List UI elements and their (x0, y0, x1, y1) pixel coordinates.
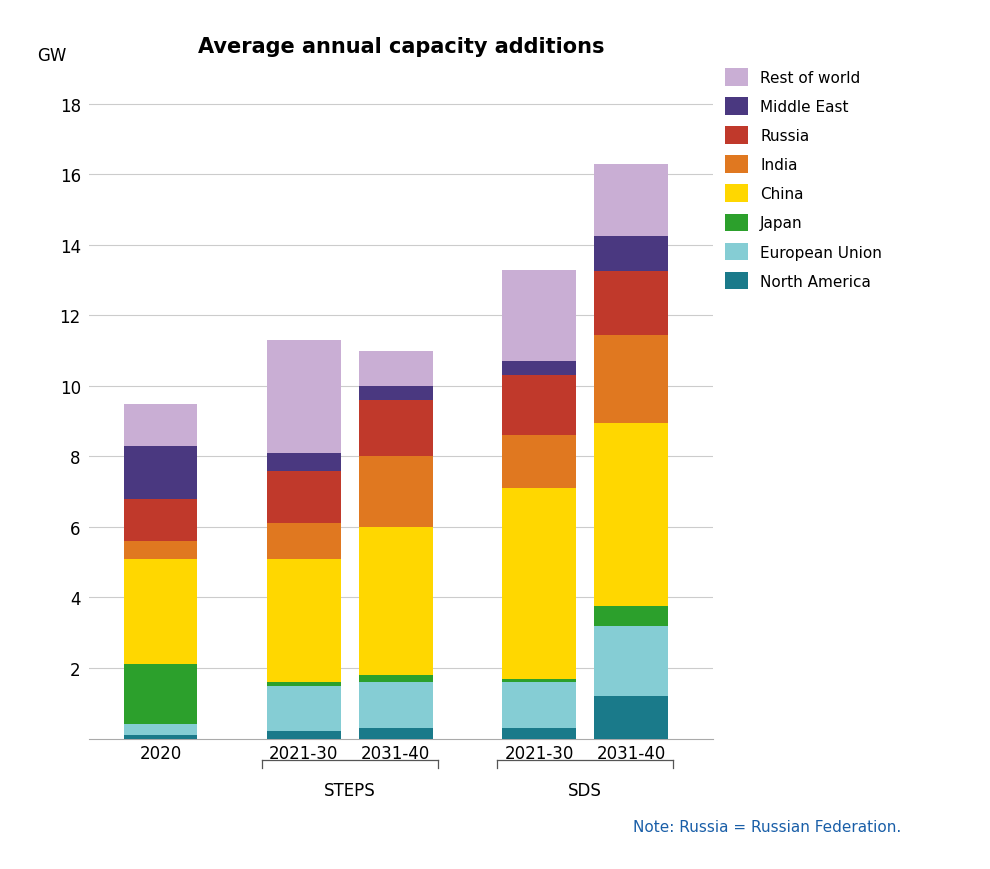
Text: SDS: SDS (568, 781, 602, 799)
Bar (267, 471, 341, 524)
Bar (359, 527, 433, 675)
Bar (502, 488, 576, 679)
Bar (594, 236, 668, 272)
Bar (267, 682, 341, 686)
Bar (267, 524, 341, 559)
Bar (594, 607, 668, 626)
Title: Average annual capacity additions: Average annual capacity additions (198, 36, 604, 56)
Bar (124, 725, 197, 735)
Bar (124, 735, 197, 739)
Bar (502, 270, 576, 362)
Bar (124, 499, 197, 541)
Text: Note: Russia = Russian Federation.: Note: Russia = Russian Federation. (633, 819, 901, 834)
Bar (124, 559, 197, 665)
Legend: Rest of world, Middle East, Russia, India, China, Japan, European Union, North A: Rest of world, Middle East, Russia, Indi… (719, 63, 888, 296)
Bar (594, 696, 668, 739)
Bar (267, 341, 341, 454)
Bar (359, 457, 433, 527)
Bar (267, 686, 341, 732)
Bar (267, 559, 341, 682)
Bar (502, 376, 576, 435)
Bar (359, 675, 433, 682)
Bar (502, 362, 576, 376)
Bar (502, 435, 576, 488)
Bar (502, 679, 576, 682)
Bar (594, 423, 668, 607)
Y-axis label: GW: GW (37, 47, 66, 65)
Bar (359, 351, 433, 387)
Bar (124, 404, 197, 447)
Bar (594, 164, 668, 236)
Bar (124, 665, 197, 725)
Text: STEPS: STEPS (324, 781, 375, 799)
Bar (502, 728, 576, 739)
Bar (359, 728, 433, 739)
Bar (594, 272, 668, 335)
Bar (502, 682, 576, 728)
Bar (359, 387, 433, 401)
Bar (267, 454, 341, 471)
Bar (359, 682, 433, 728)
Bar (594, 626, 668, 696)
Bar (359, 401, 433, 457)
Bar (594, 335, 668, 423)
Bar (124, 447, 197, 499)
Bar (267, 732, 341, 739)
Bar (124, 541, 197, 559)
